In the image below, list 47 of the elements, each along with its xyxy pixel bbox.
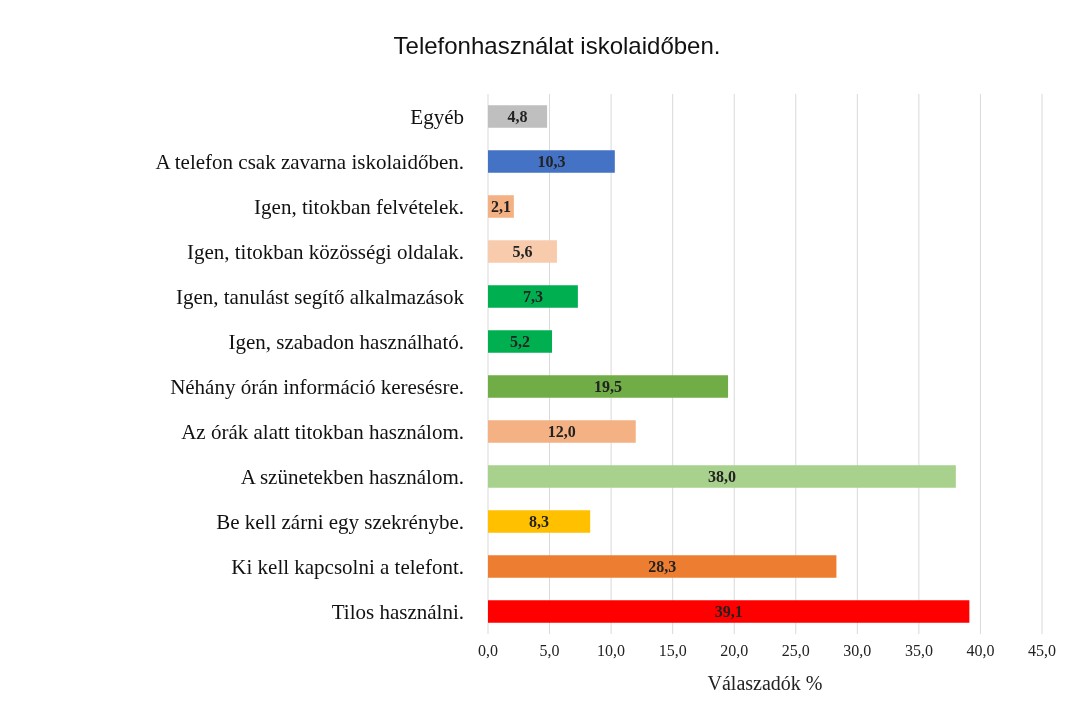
bar bbox=[488, 330, 553, 353]
bar bbox=[488, 465, 956, 488]
x-tick-label: 20,0 bbox=[720, 642, 749, 659]
bar bbox=[488, 555, 837, 578]
bar bbox=[488, 285, 578, 308]
data-label: 38,0 bbox=[707, 468, 736, 486]
x-tick-label: 35,0 bbox=[904, 642, 933, 659]
data-label: 39,1 bbox=[714, 603, 743, 621]
y-tick-label: Egyéb bbox=[410, 104, 464, 129]
y-tick-label: Igen, tanulást segítő alkalmazások bbox=[175, 284, 465, 309]
data-label: 5,2 bbox=[510, 333, 531, 351]
chart-title: Telefonhasználat iskolaidőben. bbox=[393, 32, 721, 59]
y-tick-label: Ki kell kapcsolni a telefont. bbox=[231, 554, 464, 579]
data-label: 10,3 bbox=[537, 153, 566, 171]
x-axis-title: Válaszadók % bbox=[707, 672, 823, 694]
y-tick-label: Igen, titokban közösségi oldalak. bbox=[186, 239, 464, 264]
x-tick-label: 10,0 bbox=[597, 642, 626, 659]
bar bbox=[488, 240, 557, 263]
bar bbox=[488, 600, 970, 623]
data-label: 19,5 bbox=[594, 378, 623, 396]
bar bbox=[488, 105, 548, 128]
y-tick-label: A telefon csak zavarna iskolaidőben. bbox=[155, 149, 464, 174]
data-label: 2,1 bbox=[490, 198, 511, 216]
y-tick-label: Néhány órán információ keresésre. bbox=[170, 374, 464, 399]
y-tick-label: Tilos használni. bbox=[331, 599, 464, 624]
data-label: 28,3 bbox=[648, 558, 677, 576]
x-tick-label: 15,0 bbox=[658, 642, 687, 659]
bar bbox=[488, 375, 729, 398]
data-label: 4,8 bbox=[507, 108, 528, 126]
x-tick-label: 5,0 bbox=[539, 642, 560, 659]
x-tick-label: 25,0 bbox=[781, 642, 810, 659]
y-tick-label: A szünetekben használom. bbox=[240, 464, 464, 489]
bar bbox=[488, 420, 636, 443]
y-tick-label: Igen, szabadon használható. bbox=[228, 329, 464, 354]
data-label: 7,3 bbox=[522, 288, 543, 306]
data-label: 12,0 bbox=[547, 423, 576, 441]
bar bbox=[488, 510, 591, 533]
data-label: 8,3 bbox=[529, 513, 550, 531]
y-tick-label: Az órák alatt titokban használom. bbox=[181, 419, 464, 444]
data-label: 5,6 bbox=[512, 243, 533, 261]
x-tick-label: 0,0 bbox=[478, 642, 498, 659]
bar bbox=[488, 150, 615, 173]
x-tick-label: 30,0 bbox=[843, 642, 872, 659]
y-tick-label: Be kell zárni egy szekrénybe. bbox=[216, 509, 464, 534]
y-tick-label: Igen, titokban felvételek. bbox=[254, 194, 464, 219]
x-tick-label: 40,0 bbox=[966, 642, 995, 659]
x-tick-label: 45,0 bbox=[1028, 642, 1056, 659]
